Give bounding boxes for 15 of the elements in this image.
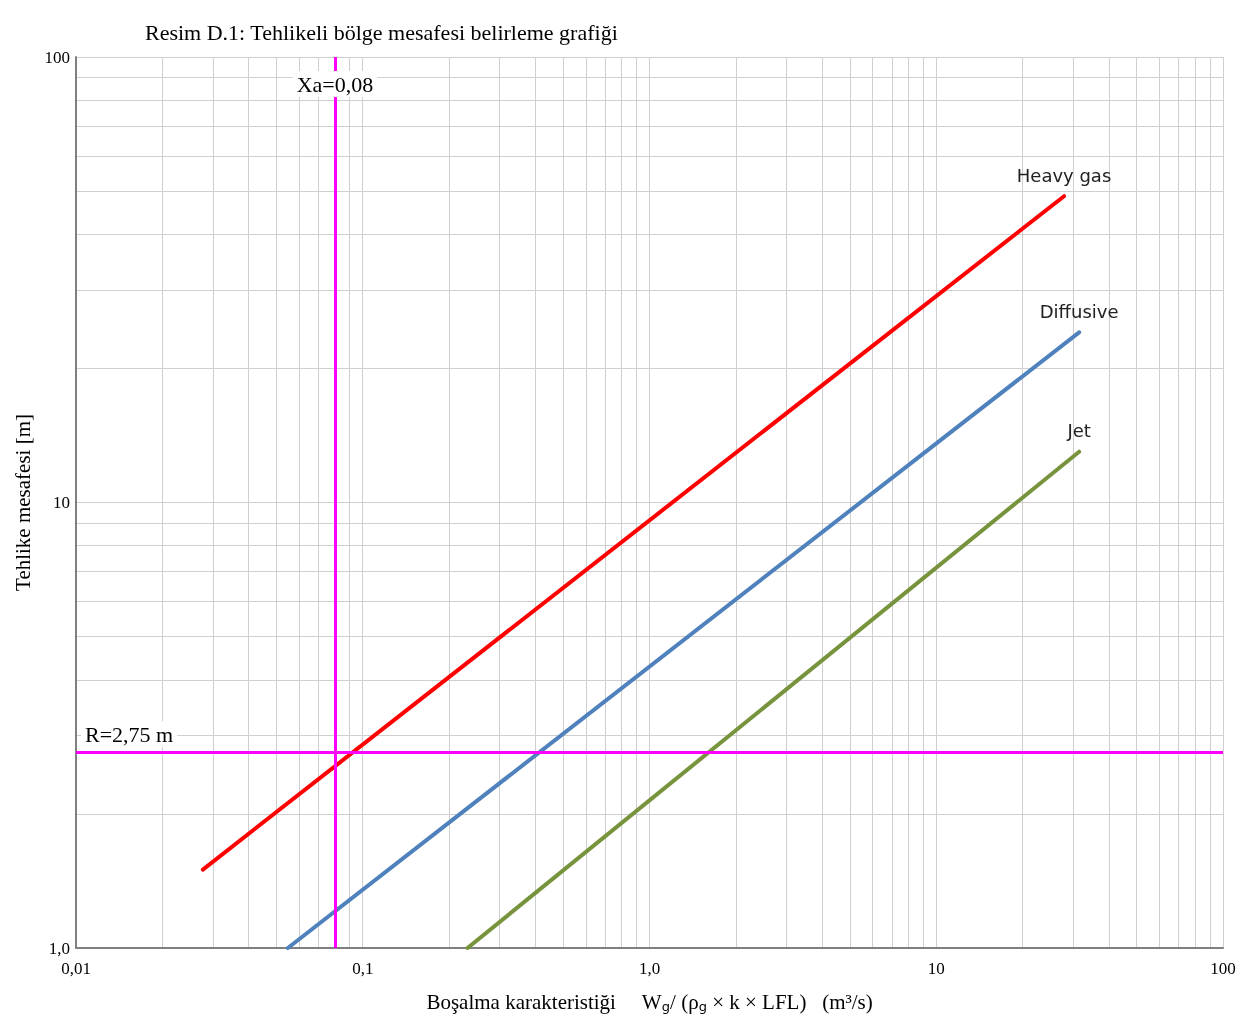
ref-line-label: R=2,75 m — [85, 721, 174, 747]
y-tick-label: 10 — [53, 493, 70, 512]
y-tick-label: 1,0 — [48, 938, 70, 958]
x-tick-label: 100 — [1210, 959, 1236, 978]
x-tick-label: 0,1 — [352, 959, 374, 978]
x-tick-label: 0,01 — [61, 959, 91, 978]
chart-title: Resim D.1: Tehlikeli bölge mesafesi belirleme grafiği — [145, 19, 618, 45]
series-label: Jet — [1066, 420, 1091, 442]
x-tick-label: 1,0 — [638, 959, 661, 978]
y-axis-title: Tehlike mesafesi [m] — [11, 414, 36, 591]
x-tick-label: 10 — [927, 959, 945, 978]
series-label: Diffusive — [1039, 300, 1119, 322]
series-label: Heavy gas — [1016, 164, 1112, 186]
ref-line-label: Xa=0,08 — [296, 71, 374, 97]
y-tick-label: 100 — [44, 47, 70, 67]
